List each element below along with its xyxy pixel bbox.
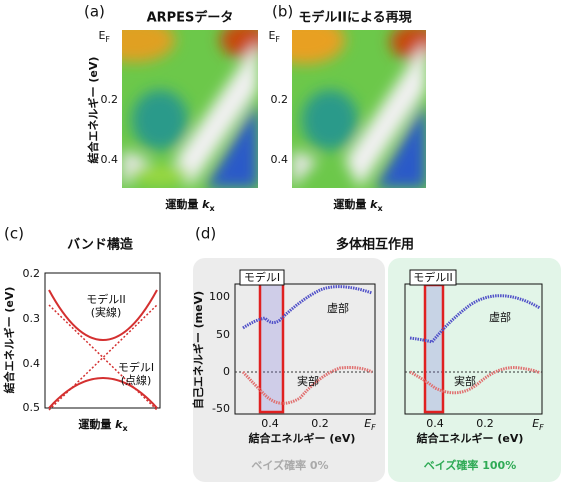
annotation: モデルI <box>118 360 154 374</box>
highlight <box>423 283 445 414</box>
annotation: (点線) <box>121 373 152 387</box>
y-tick-label: -50 <box>212 402 230 415</box>
annotation: モデルII <box>86 292 126 306</box>
model-image <box>292 30 426 188</box>
y-tick-label: 0.3 <box>23 312 41 325</box>
y-tick-label: 0.2 <box>101 93 119 106</box>
annotation: (実線) <box>91 305 122 319</box>
x-axis-label: 結合エネルギー (eV) <box>417 431 524 445</box>
x-axis-label: 運動量 kx <box>165 197 215 213</box>
y-axis-label: 自己エネルギー (meV) <box>191 291 205 409</box>
x-tick-label: 0.4 <box>261 417 279 430</box>
y-tick-label: EF <box>268 29 280 44</box>
model-tag <box>409 269 457 286</box>
x-tick-label: EF <box>364 417 376 432</box>
x-axis-label: 結合エネルギー (eV) <box>249 431 356 445</box>
caption: ベイズ確率 0% <box>251 458 328 472</box>
y-tick-label: 100 <box>209 290 230 303</box>
panel-title: 多体相互作用 <box>336 237 414 253</box>
panel-title: バンド構造 <box>67 237 134 253</box>
panel-label: (a) <box>84 3 105 21</box>
plot-frame <box>404 283 543 415</box>
x-tick-label: EF <box>532 417 544 432</box>
x-tick-label: 0.2 <box>476 417 494 430</box>
y-tick-label: 0.4 <box>271 153 289 166</box>
model2-box <box>388 258 561 482</box>
x-tick-label: 0.2 <box>311 417 329 430</box>
plot-frame <box>234 283 376 415</box>
plot-frame <box>44 272 161 409</box>
y-tick-label: 0.4 <box>101 153 119 166</box>
x-tick-label: 0.4 <box>426 417 444 430</box>
panel-title: ARPESデータ <box>147 10 234 26</box>
imag-label: 虚部 <box>327 301 349 315</box>
panel-label: (c) <box>4 225 24 243</box>
imag-curve <box>409 294 541 344</box>
arpes-image <box>122 30 258 188</box>
imag-label: 虚部 <box>489 310 511 324</box>
panel-label: (b) <box>272 3 293 21</box>
x-axis-label: 運動量 kx <box>78 417 128 433</box>
imag-curve <box>242 285 373 330</box>
y-tick-label: 0 <box>223 365 230 378</box>
panel-label: (d) <box>195 225 216 243</box>
real-label: 実部 <box>297 374 319 388</box>
real-label: 実部 <box>454 374 476 388</box>
y-tick-label: 0.5 <box>23 401 41 414</box>
y-tick-label: 0.2 <box>23 267 41 280</box>
model1-box <box>193 258 385 482</box>
real-curve <box>409 366 541 395</box>
panel-title: モデルIIによる再現 <box>298 10 411 26</box>
band-curves <box>48 289 158 411</box>
y-tick-label: 50 <box>216 328 230 341</box>
y-tick-label: EF <box>98 29 110 44</box>
model-label: モデルII <box>413 270 453 284</box>
y-tick-label: 0.2 <box>271 93 289 106</box>
real-curve <box>241 366 373 405</box>
y-axis-label: 結合エネルギー (eV) <box>86 57 100 164</box>
y-axis-label: 結合エネルギー (eV) <box>2 287 16 394</box>
x-axis-label: 運動量 kx <box>333 197 383 213</box>
caption: ベイズ確率 100% <box>424 458 516 472</box>
model-tag <box>239 269 285 286</box>
y-tick-label: 0.4 <box>23 357 41 370</box>
model-label: モデルI <box>244 270 280 284</box>
